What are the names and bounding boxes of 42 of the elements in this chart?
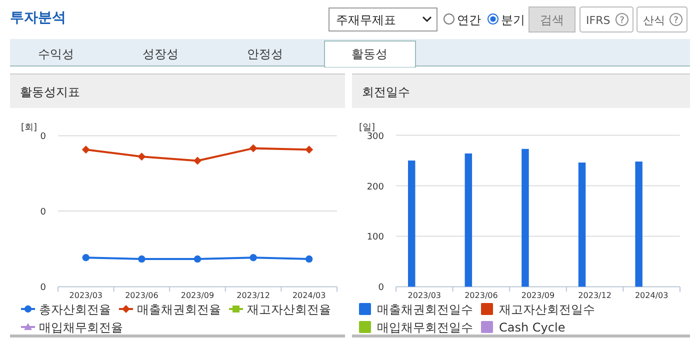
text: 활동성 bbox=[352, 47, 388, 61]
legend-label: 재고자산회전일수 bbox=[499, 302, 595, 316]
y-axis-title: [일] bbox=[359, 123, 376, 133]
y-tick-label: 300 bbox=[366, 132, 384, 142]
x-tick-label: 2023/06 bbox=[125, 291, 158, 300]
x-tick-label: 2024/03 bbox=[292, 291, 326, 300]
x-tick-label: 2023/09 bbox=[180, 291, 214, 300]
text: 분기 bbox=[501, 13, 525, 27]
text: ? bbox=[620, 16, 625, 26]
y-axis-title: [회] bbox=[21, 123, 38, 133]
y-tick-label: 200 bbox=[366, 182, 384, 192]
text: 검색 bbox=[540, 13, 564, 27]
legend-label: 재고자산회전율 bbox=[247, 302, 331, 316]
y-tick-label: 0 bbox=[378, 283, 384, 294]
legend-label: 매입채무회전일수 bbox=[377, 320, 473, 334]
y-tick-label: 100 bbox=[366, 232, 384, 243]
legend-label: Cash Cycle bbox=[499, 320, 566, 334]
x-tick-label: 2023/06 bbox=[464, 291, 498, 300]
text: 0 bbox=[40, 208, 46, 218]
text: 투자분석 bbox=[10, 10, 66, 26]
text: 0 bbox=[40, 132, 46, 142]
text: 성장성 bbox=[142, 47, 178, 61]
text: 연간 bbox=[457, 13, 481, 27]
text: 주재무제표 bbox=[336, 13, 396, 27]
text: 안정성 bbox=[247, 47, 283, 61]
legend-label: 총자산회전율 bbox=[39, 302, 111, 316]
legend-label: 매출채권회전율 bbox=[137, 302, 221, 316]
x-tick-label: 2024/03 bbox=[634, 291, 668, 300]
x-tick-label: 2023/03 bbox=[69, 291, 103, 300]
text: 0 bbox=[40, 283, 46, 294]
text: 산식 bbox=[643, 14, 665, 27]
x-tick-label: 2023/12 bbox=[578, 291, 612, 300]
chart-title: 회전일수 bbox=[362, 85, 410, 99]
text: IFRS bbox=[586, 14, 610, 27]
chart-title: 활동성지표 bbox=[20, 85, 80, 99]
x-tick-label: 2023/03 bbox=[408, 291, 442, 300]
x-tick-label: 2023/12 bbox=[236, 291, 270, 300]
text: 수익성 bbox=[38, 47, 74, 61]
x-tick-label: 2023/09 bbox=[521, 291, 555, 300]
text: ? bbox=[674, 16, 679, 26]
legend-label: 매출채권회전일수 bbox=[377, 302, 473, 316]
legend-label: 매입채무회전율 bbox=[39, 320, 123, 334]
